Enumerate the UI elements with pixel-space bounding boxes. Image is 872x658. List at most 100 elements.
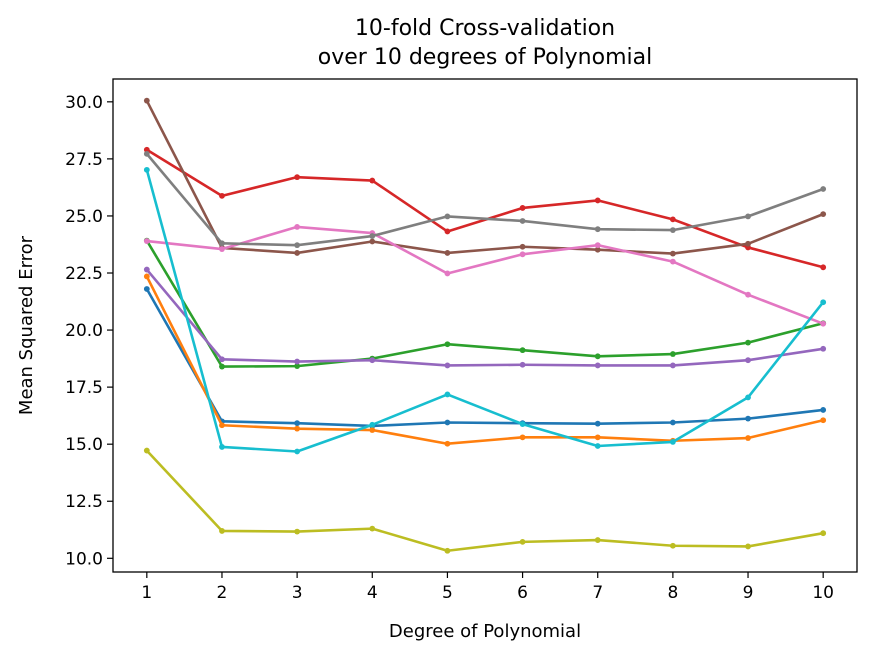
series-2-point [143, 273, 150, 280]
series-8-point [143, 150, 150, 157]
series-3-point [444, 341, 451, 348]
series-4-point [369, 177, 376, 184]
series-4-point [444, 228, 451, 235]
series-6-point [444, 250, 451, 256]
x-tick-label: 9 [743, 583, 754, 603]
series-7-point [669, 258, 676, 265]
series-5 [143, 266, 827, 369]
series-10-point [669, 439, 676, 445]
series-10-point [820, 299, 827, 306]
x-tick-label: 1 [141, 583, 152, 603]
series-1-point [669, 419, 676, 426]
series-6-point [820, 211, 827, 218]
series-4-point [294, 174, 301, 181]
series-8-line [145, 152, 825, 247]
series-3-point [294, 363, 301, 370]
series-6-point [745, 240, 751, 247]
series-4-point [669, 216, 676, 223]
y-tick-label: 20.0 [65, 321, 103, 341]
series-8-point [820, 186, 827, 192]
series-2-line [145, 275, 825, 446]
series-6-point [294, 250, 301, 256]
x-tick-label: 2 [217, 583, 228, 603]
series-8-point [669, 227, 676, 234]
series-9-point [294, 528, 301, 535]
series-5-point [669, 362, 676, 369]
series-7 [143, 224, 827, 327]
series-7-point [143, 238, 150, 244]
series-10 [143, 166, 827, 455]
x-tick-label: 6 [517, 583, 528, 603]
chart-title-line1: 10-fold Cross-validation [355, 16, 615, 41]
y-axis-label: Mean Squared Error [16, 235, 37, 415]
series-9-point [745, 543, 751, 550]
series-9-line [145, 449, 825, 553]
x-tick-label: 4 [367, 583, 378, 603]
series-1-point [820, 407, 827, 413]
series-10-point [444, 391, 451, 398]
series-6-line [145, 99, 825, 255]
series-1-point [294, 420, 301, 427]
y-tick-label: 15.0 [65, 435, 103, 455]
y-tick-label: 12.5 [65, 492, 103, 512]
series-3 [143, 237, 827, 370]
series-5-point [143, 266, 150, 273]
series-6-point [669, 250, 676, 257]
series-7-line [145, 225, 825, 325]
y-axis-ticks: 10.0 12.5 15.0 17.5 20.0 22.5 25.0 27.5 30.0 [65, 93, 113, 569]
x-tick-label: 3 [292, 583, 303, 603]
series-8-point [444, 213, 451, 220]
series-7-point [294, 224, 301, 230]
series-2-point [820, 417, 827, 424]
series-9 [143, 447, 827, 554]
y-tick-label: 22.5 [65, 264, 103, 284]
series-2 [143, 273, 827, 447]
series-3-point [594, 353, 601, 360]
chart-title-line2: over 10 degrees of Polynomial [318, 45, 652, 70]
series-10-point [519, 421, 526, 427]
x-axis-ticks: 1 2 3 4 5 6 7 8 9 10 [141, 572, 834, 603]
series-7-point [519, 251, 526, 258]
series-5-point [594, 362, 601, 369]
series-5-point [369, 357, 376, 364]
series-10-line [145, 168, 825, 453]
series-7-point [444, 270, 451, 277]
series-9-point [594, 537, 601, 543]
series-3-point [745, 339, 751, 346]
series-6-point [594, 246, 601, 253]
series-6-point [369, 238, 376, 245]
series-1-line [145, 287, 825, 428]
x-tick-label: 8 [667, 583, 678, 603]
series-4-point [820, 264, 827, 271]
series-2-point [369, 427, 376, 433]
series-10-point [369, 421, 376, 428]
series-8-point [745, 213, 751, 220]
y-tick-label: 10.0 [65, 549, 103, 569]
series-8-point [594, 226, 601, 233]
series-5-line [145, 268, 825, 367]
series-5-point [745, 357, 751, 364]
series-10-point [294, 448, 301, 455]
series-1 [143, 286, 827, 429]
x-axis-label: Degree of Polynomial [389, 621, 581, 642]
series-4 [143, 146, 827, 271]
series-4-point [219, 192, 225, 199]
series-10-point [143, 166, 150, 173]
series-2-point [745, 435, 751, 441]
series-10-point [219, 444, 225, 450]
series-8-point [519, 218, 526, 224]
series-2-point [519, 434, 526, 441]
series-7-point [820, 320, 827, 327]
series-8-point [369, 233, 376, 239]
x-tick-label: 5 [442, 583, 453, 603]
series-9-point [219, 528, 225, 534]
series-2-point [444, 440, 451, 447]
series-4-point [143, 146, 150, 153]
y-tick-label: 17.5 [65, 378, 103, 398]
series-3-point [519, 347, 526, 354]
series-8 [143, 150, 827, 249]
series-6-point [143, 97, 150, 104]
series-8-point [294, 242, 301, 249]
series-1-point [143, 286, 150, 292]
series-layer [143, 97, 827, 554]
